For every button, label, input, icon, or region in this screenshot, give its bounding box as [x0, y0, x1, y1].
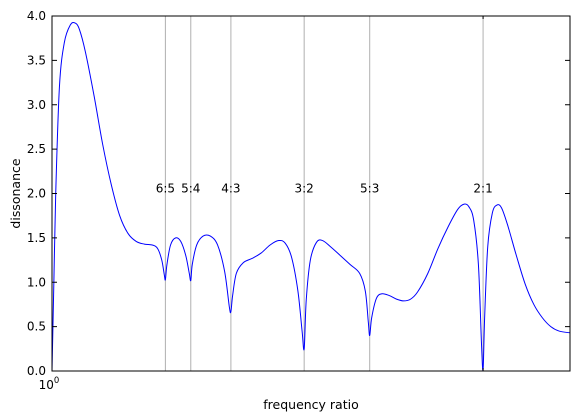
x-tick-label-0: 100 [39, 376, 60, 392]
y-tick-label-8: 4.0 [27, 9, 46, 23]
annotation-1: 5:4 [181, 182, 200, 196]
annotation-2: 4:3 [221, 182, 240, 196]
ratio-marker-lines [164, 16, 484, 371]
annotation-4: 5:3 [360, 182, 379, 196]
y-tick-label-3: 1.5 [27, 231, 46, 245]
series-layer [51, 21, 571, 372]
annotation-5: 2:1 [473, 182, 492, 196]
y-tick-label-1: 0.5 [27, 320, 46, 334]
y-tick-label-7: 3.5 [27, 53, 46, 67]
y-tick-label-5: 2.5 [27, 142, 46, 156]
y-tick-label-4: 2.0 [27, 187, 46, 201]
ratio-annotations: 6:5 5:4 4:3 3:2 5:3 2:1 [156, 182, 493, 196]
x-axis-label: frequency ratio [263, 397, 359, 412]
series-line-0 [51, 21, 571, 372]
y-axis-label: dissonance [8, 158, 23, 228]
y-tick-label-2: 1.0 [27, 275, 46, 289]
annotation-3: 3:2 [295, 182, 314, 196]
y-tick-label-6: 3.0 [27, 98, 46, 112]
axis-ticks: 0.0 0.5 1.0 1.5 2.0 2.5 3.0 3.5 4.0 100 [27, 9, 570, 392]
annotation-0: 6:5 [156, 182, 175, 196]
y-tick-label-0: 0.0 [27, 364, 46, 378]
